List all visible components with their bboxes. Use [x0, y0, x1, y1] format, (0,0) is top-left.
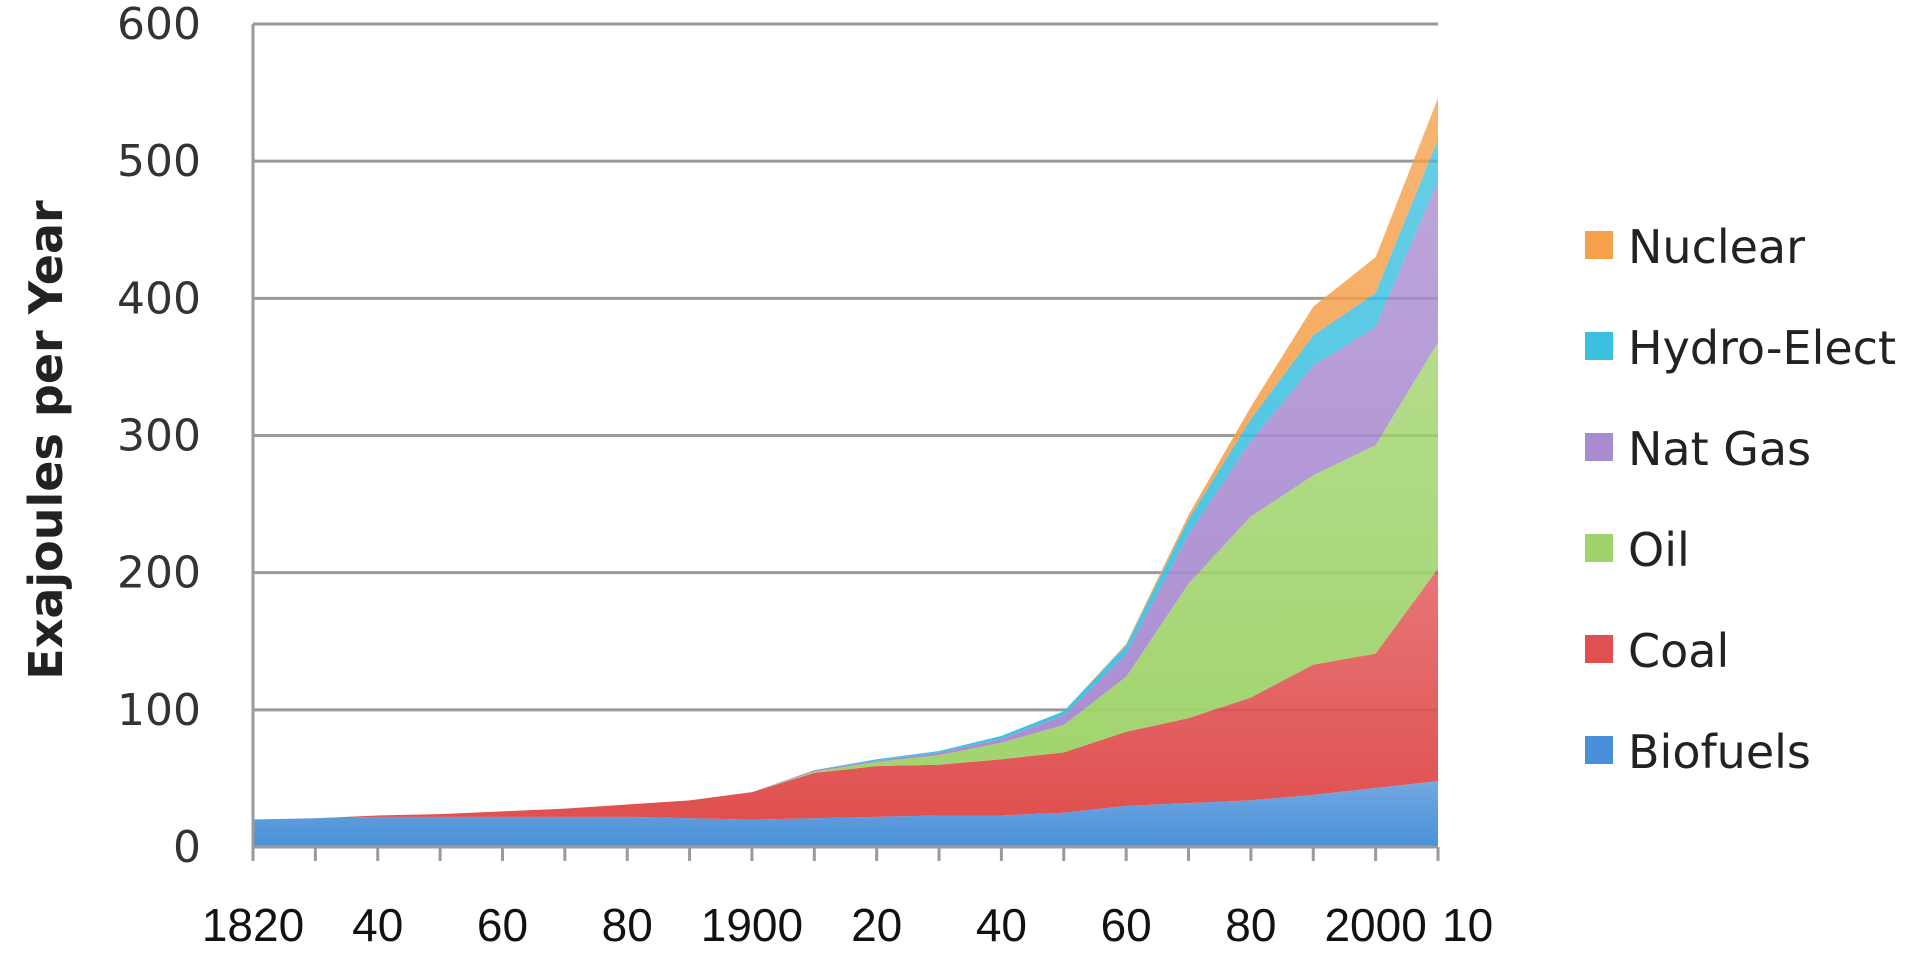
- legend: Nuclear Hydro-Elect Nat Gas Oil Coal Biofuels: [1585, 220, 1896, 779]
- legend-item-hydro-elect: Hydro-Elect: [1585, 321, 1896, 375]
- x-tick-label: 2000: [1324, 899, 1426, 951]
- x-tick-label: 1900: [701, 899, 803, 951]
- legend-swatch: [1585, 534, 1613, 562]
- legend-label: Oil: [1628, 523, 1690, 577]
- legend-swatch: [1585, 736, 1613, 764]
- legend-label: Hydro-Elect: [1628, 321, 1896, 375]
- legend-item-nat-gas: Nat Gas: [1585, 422, 1811, 476]
- area-biofuels: [253, 781, 1438, 847]
- legend-swatch: [1585, 231, 1613, 259]
- y-tick-label: 500: [117, 136, 201, 187]
- x-tick-label: 1820: [202, 899, 304, 951]
- x-tick-label: 20: [851, 899, 902, 951]
- x-tick-label: 80: [602, 899, 653, 951]
- legend-label: Biofuels: [1628, 725, 1811, 779]
- y-tick-label: 200: [117, 548, 201, 599]
- x-tick-label: 60: [477, 899, 528, 951]
- legend-item-coal: Coal: [1585, 624, 1729, 678]
- y-axis-label: Exajoules per Year: [19, 200, 73, 680]
- x-tick-label: 40: [352, 899, 403, 951]
- x-tick-label: 10: [1442, 899, 1493, 951]
- x-tick-label: 80: [1225, 899, 1276, 951]
- axes: [251, 24, 1440, 861]
- area-oil: [253, 342, 1438, 820]
- y-tick-label: 300: [117, 411, 201, 462]
- legend-swatch: [1585, 332, 1613, 360]
- x-tick-label: 40: [976, 899, 1027, 951]
- y-tick-label: 100: [117, 685, 201, 736]
- legend-item-nuclear: Nuclear: [1585, 220, 1805, 274]
- legend-item-oil: Oil: [1585, 523, 1690, 577]
- y-tick-label: 400: [117, 273, 201, 324]
- legend-label: Nuclear: [1628, 220, 1805, 274]
- area-coal: [253, 568, 1438, 820]
- x-tick-label: 60: [1101, 899, 1152, 951]
- stacked-areas: [253, 98, 1438, 847]
- legend-swatch: [1585, 635, 1613, 663]
- x-tick-labels: 1820 40 60 80 1900 20 40 60 80 2000 10: [202, 899, 1493, 951]
- y-tick-labels: 0 100 200 300 400 500 600: [117, 0, 201, 873]
- y-tick-label: 600: [117, 0, 201, 50]
- y-tick-label: 0: [173, 822, 201, 873]
- legend-item-biofuels: Biofuels: [1585, 725, 1811, 779]
- legend-label: Nat Gas: [1628, 422, 1811, 476]
- legend-swatch: [1585, 433, 1613, 461]
- legend-label: Coal: [1628, 624, 1729, 678]
